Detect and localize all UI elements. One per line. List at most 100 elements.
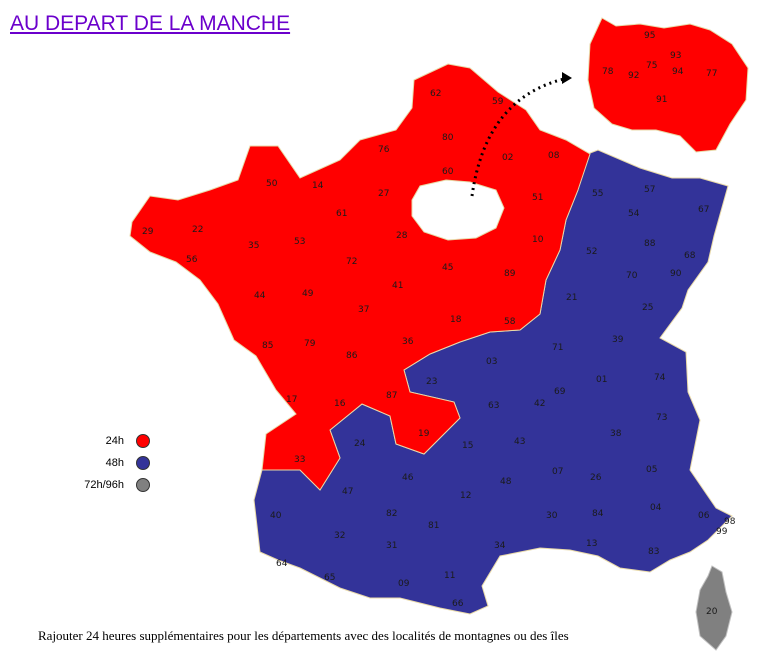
dept-30: 30 <box>546 511 558 521</box>
dept-36: 36 <box>402 337 414 347</box>
dept-57: 57 <box>644 185 655 195</box>
dept-83: 83 <box>648 547 659 557</box>
paris-hole <box>411 179 505 241</box>
page-title-link[interactable]: AU DEPART DE LA MANCHE <box>10 12 291 35</box>
dept-16: 16 <box>334 399 346 409</box>
inset-dept-75: 75 <box>646 61 657 71</box>
inset-dept-95: 95 <box>644 31 655 41</box>
dept-31: 31 <box>386 541 397 551</box>
dept-84: 84 <box>592 509 604 519</box>
dept-53: 53 <box>294 237 305 247</box>
dept-20: 20 <box>706 607 718 617</box>
dept-50: 50 <box>266 179 278 189</box>
dept-48: 48 <box>500 477 512 487</box>
dept-52: 52 <box>586 247 597 257</box>
dept-01: 01 <box>596 375 607 385</box>
dept-26: 26 <box>590 473 602 483</box>
dept-10: 10 <box>532 235 544 245</box>
dept-12: 12 <box>460 491 471 501</box>
dept-27: 27 <box>378 189 389 199</box>
legend-dot-24h <box>136 434 150 448</box>
dept-89: 89 <box>504 269 516 279</box>
dept-73: 73 <box>656 413 667 423</box>
dept-46: 46 <box>402 473 414 483</box>
dept-21: 21 <box>566 293 577 303</box>
legend-item-48h: 48h <box>84 454 164 476</box>
dept-38: 38 <box>610 429 622 439</box>
inset-arrowhead <box>562 72 572 84</box>
dept-69: 69 <box>554 387 566 397</box>
dept-23: 23 <box>426 377 437 387</box>
dept-81: 81 <box>428 521 439 531</box>
dept-03: 03 <box>486 357 497 367</box>
dept-41: 41 <box>392 281 403 291</box>
dept-59: 59 <box>492 97 504 107</box>
dept-60: 60 <box>442 167 454 177</box>
dept-45: 45 <box>442 263 453 273</box>
legend-item-72h: 72h/96h <box>84 476 164 498</box>
dept-25: 25 <box>642 303 653 313</box>
dept-19: 19 <box>418 429 430 439</box>
dept-87: 87 <box>386 391 397 401</box>
legend-dot-48h <box>136 456 150 470</box>
dept-98: 98 <box>724 517 736 527</box>
dept-13: 13 <box>586 539 597 549</box>
dept-64: 64 <box>276 559 288 569</box>
dept-86: 86 <box>346 351 358 361</box>
inset-dept-94: 94 <box>672 67 684 77</box>
dept-40: 40 <box>270 511 282 521</box>
dept-47: 47 <box>342 487 353 497</box>
dept-07: 07 <box>552 467 563 477</box>
dept-04: 04 <box>650 503 662 513</box>
dept-85: 85 <box>262 341 273 351</box>
dept-62: 62 <box>430 89 441 99</box>
legend: 24h 48h 72h/96h <box>84 432 164 498</box>
dept-74: 74 <box>654 373 666 383</box>
dept-67: 67 <box>698 205 709 215</box>
dept-11: 11 <box>444 571 455 581</box>
dept-02: 02 <box>502 153 513 163</box>
inset-dept-91: 91 <box>656 95 667 105</box>
dept-14: 14 <box>312 181 324 191</box>
dept-61: 61 <box>336 209 347 219</box>
inset-dept-92: 92 <box>628 71 639 81</box>
dept-06: 06 <box>698 511 710 521</box>
dept-34: 34 <box>494 541 506 551</box>
dept-80: 80 <box>442 133 454 143</box>
zone-24h <box>129 63 591 491</box>
dept-79: 79 <box>304 339 316 349</box>
dept-39: 39 <box>612 335 624 345</box>
dept-18: 18 <box>450 315 462 325</box>
dept-35: 35 <box>248 241 259 251</box>
inset-dept-93: 93 <box>670 51 681 61</box>
dept-15: 15 <box>462 441 473 451</box>
dept-09: 09 <box>398 579 410 589</box>
dept-44: 44 <box>254 291 266 301</box>
legend-label-48h: 48h <box>105 457 124 469</box>
inset-arrow <box>470 76 569 197</box>
legend-label-72h: 72h/96h <box>84 479 124 491</box>
department-labels: 62 59 80 02 08 60 76 50 14 27 61 28 29 2… <box>142 31 736 617</box>
dept-17: 17 <box>286 395 297 405</box>
dept-24: 24 <box>354 439 366 449</box>
dept-65: 65 <box>324 573 335 583</box>
dept-82: 82 <box>386 509 397 519</box>
dept-28: 28 <box>396 231 408 241</box>
dept-51: 51 <box>532 193 543 203</box>
dept-42: 42 <box>534 399 545 409</box>
dept-68: 68 <box>684 251 696 261</box>
dept-56: 56 <box>186 255 198 265</box>
dept-32: 32 <box>334 531 345 541</box>
dept-22: 22 <box>192 225 203 235</box>
dept-58: 58 <box>504 317 516 327</box>
legend-label-24h: 24h <box>105 435 124 447</box>
dept-66: 66 <box>452 599 464 609</box>
dept-55: 55 <box>592 189 603 199</box>
dept-08: 08 <box>548 151 560 161</box>
dept-43: 43 <box>514 437 525 447</box>
dept-37: 37 <box>358 305 369 315</box>
corsica[interactable] <box>695 565 733 651</box>
dept-05: 05 <box>646 465 657 475</box>
dept-72: 72 <box>346 257 357 267</box>
